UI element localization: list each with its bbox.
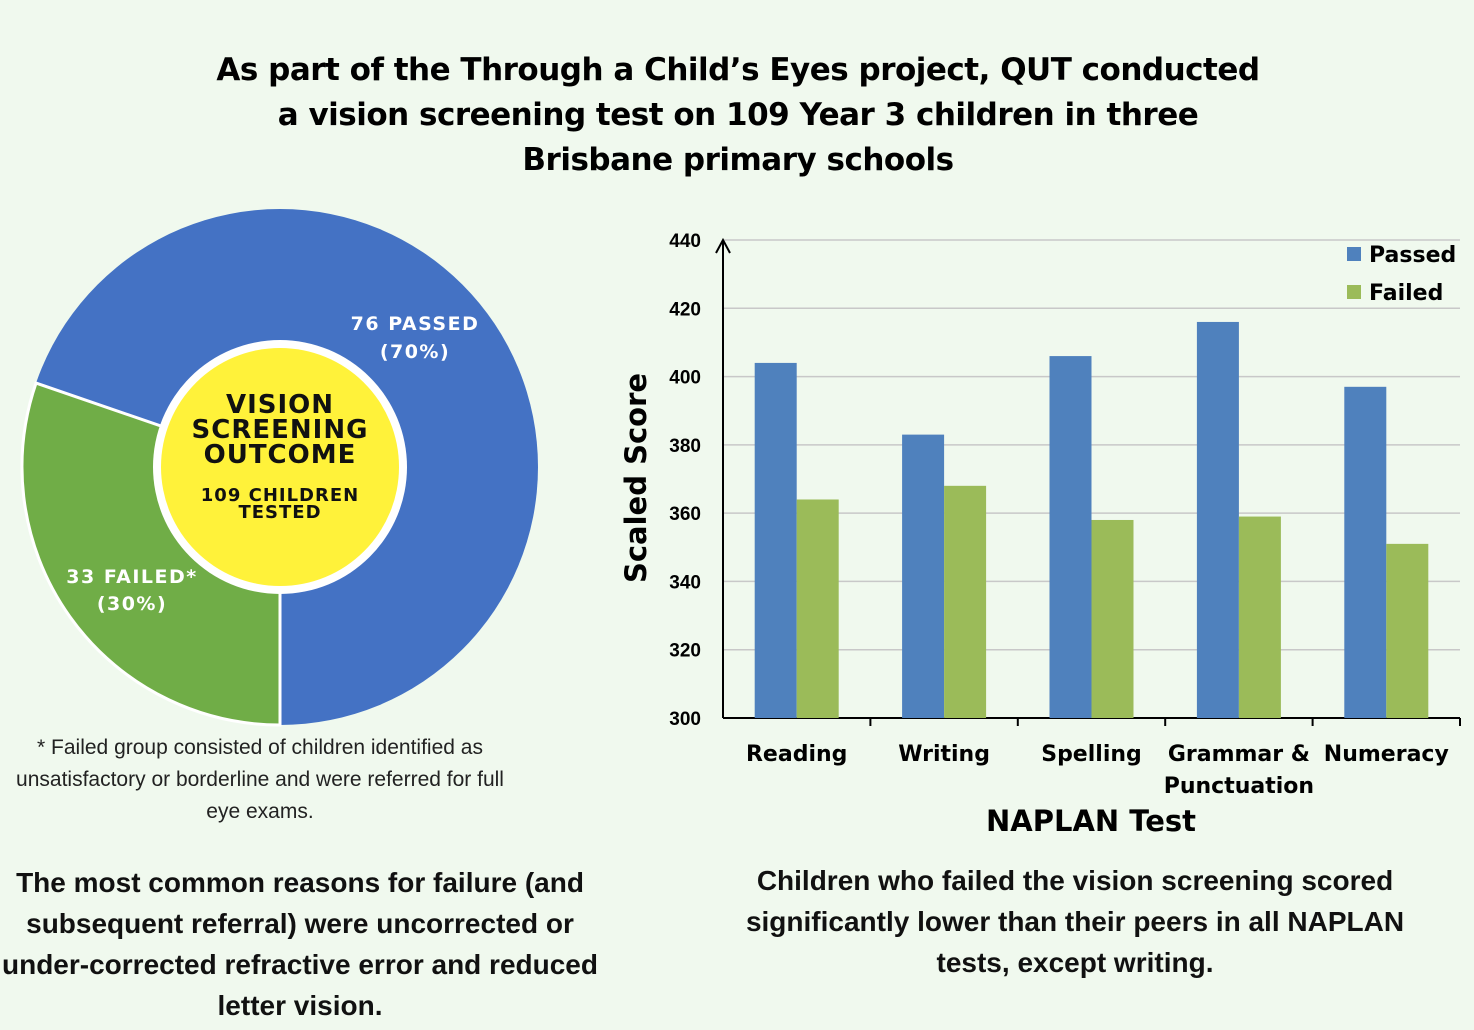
failed-label: (30%) [97, 593, 167, 615]
y-tick-label: 320 [669, 641, 701, 662]
x-tick-label: Spelling [1041, 742, 1142, 767]
y-axis-label: Scaled Score [619, 373, 653, 583]
bar-passed [902, 434, 945, 718]
y-tick-label: 300 [669, 709, 701, 730]
y-tick-label: 400 [669, 368, 701, 389]
bar-failed [1238, 516, 1281, 718]
legend-swatch-failed [1347, 285, 1361, 299]
x-tick-label: Grammar & [1168, 742, 1310, 767]
bar-passed [1344, 386, 1387, 718]
infographic-title: As part of the Through a Child’s Eyes pr… [216, 52, 1260, 178]
legend-swatch-passed [1347, 247, 1361, 261]
center-subtitle-line: 109 CHILDREN [201, 485, 359, 506]
y-tick-label: 420 [669, 299, 701, 320]
bar-passed [1196, 321, 1239, 718]
bar-passed [1049, 356, 1092, 718]
y-tick-label: 380 [669, 436, 701, 457]
bar-failed [1091, 519, 1134, 718]
center-title-line: VISION [226, 390, 334, 420]
failed-label: 33 FAILED* [66, 566, 197, 588]
bar-failed [796, 499, 839, 718]
y-tick-label: 340 [669, 572, 701, 593]
bar-passed [754, 362, 797, 718]
y-tick-label: 360 [669, 504, 701, 525]
y-axis-arrow-icon [715, 237, 731, 254]
legend-label-failed: Failed [1369, 281, 1443, 306]
failure-reasons-text: The most common reasons for failure (and… [2, 867, 598, 1021]
naplan-bar-chart: 300 320 340 360 380 400 420 440 Reading Writing Sp… [619, 231, 1461, 838]
passed-label: (70%) [380, 341, 450, 363]
bar-failed [1386, 543, 1429, 718]
x-tick-label: Punctuation [1164, 774, 1314, 799]
center-circle [161, 348, 399, 586]
y-tick-label: 440 [669, 231, 701, 252]
x-tick-label: Numeracy [1324, 742, 1449, 767]
center-subtitle-line: TESTED [238, 502, 321, 523]
footnote: * Failed group consisted of children ide… [16, 736, 504, 823]
passed-label: 76 PASSED [351, 313, 480, 335]
legend-label-passed: Passed [1369, 243, 1456, 268]
bar-failed [944, 485, 987, 718]
center-title-line: SCREENING [192, 415, 369, 445]
x-tick-label: Reading [746, 742, 847, 767]
naplan-conclusion-text: Children who failed the vision screening… [745, 865, 1405, 978]
x-tick-label: Writing [898, 742, 990, 767]
x-axis-label: NAPLAN Test [986, 804, 1196, 838]
center-title-line: OUTCOME [204, 440, 357, 470]
